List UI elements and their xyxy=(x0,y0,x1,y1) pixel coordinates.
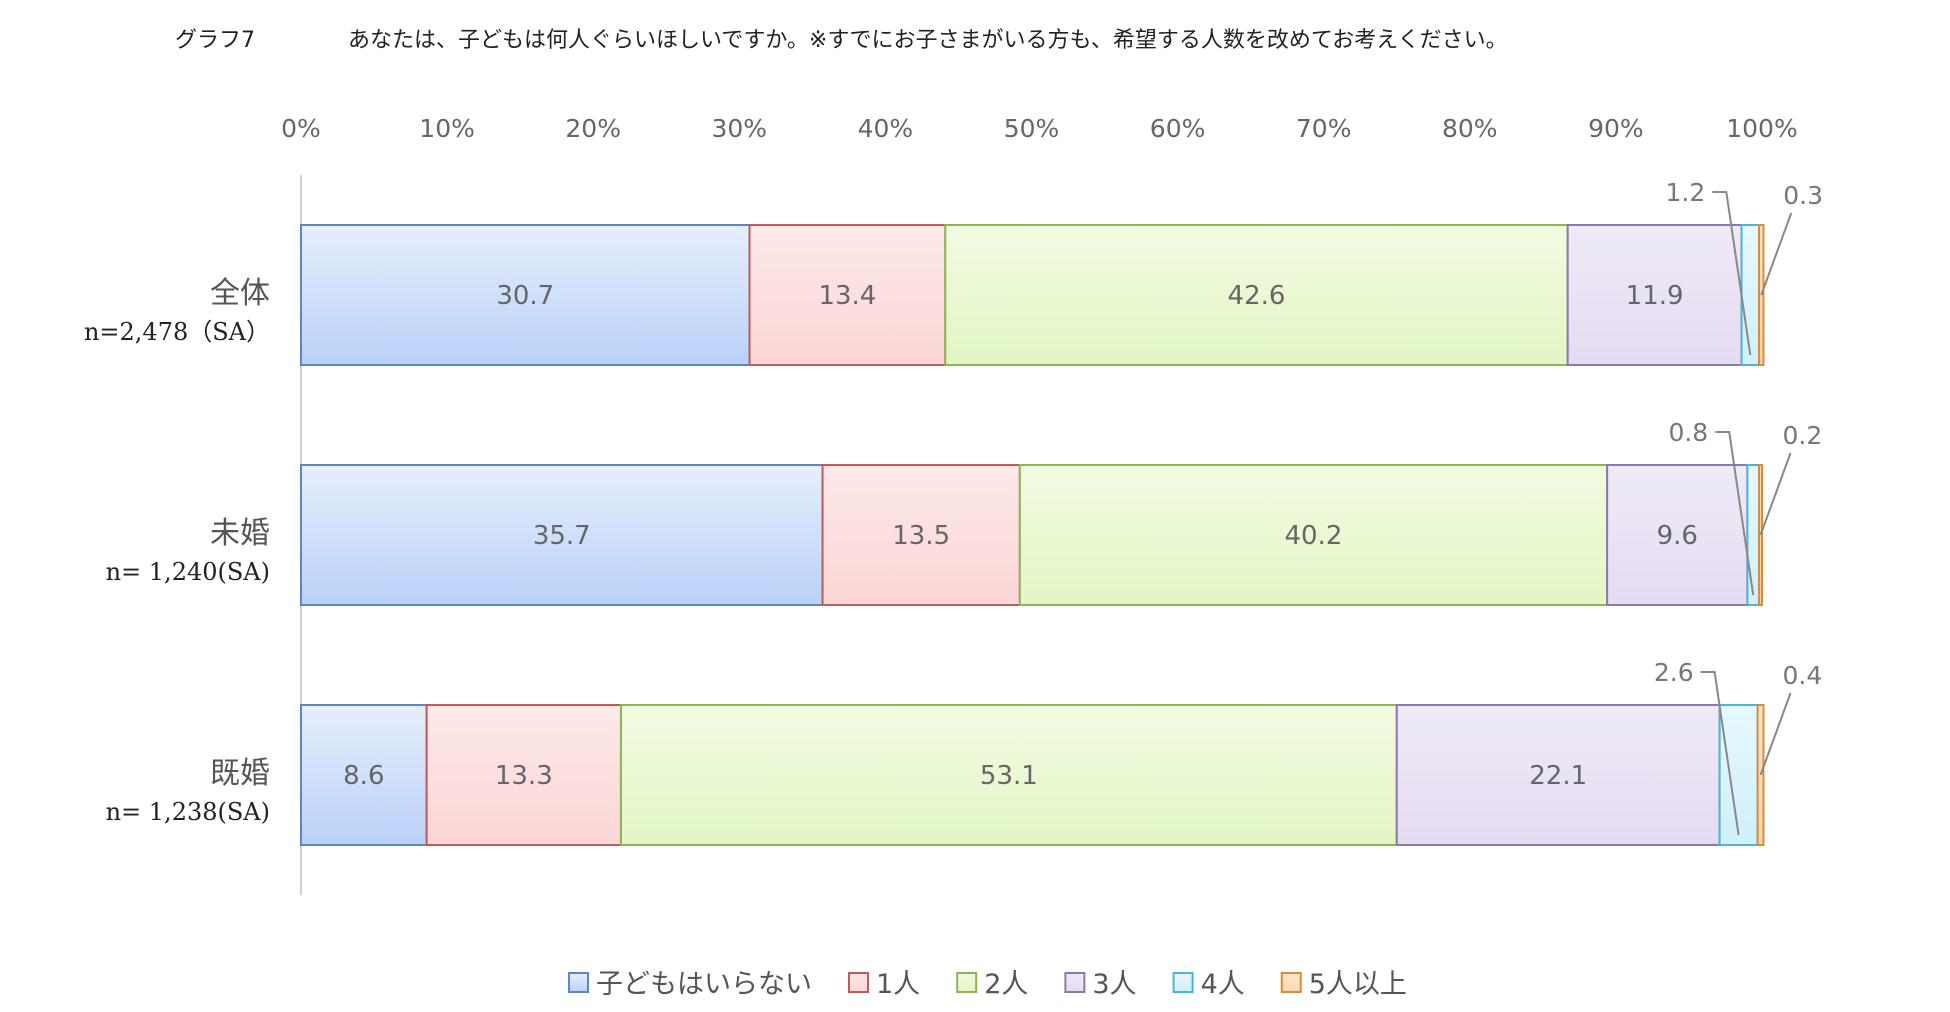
bar-segment xyxy=(619,704,1398,846)
x-tick-label: 0% xyxy=(281,114,321,143)
data-label: 42.6 xyxy=(1228,281,1286,311)
data-label: 0.2 xyxy=(1783,421,1823,450)
legend-swatch xyxy=(1280,972,1302,993)
legend-label: 3人 xyxy=(1092,969,1136,1000)
legend-swatch xyxy=(1172,972,1194,993)
data-label: 35.7 xyxy=(533,521,591,551)
data-label: 13.5 xyxy=(892,521,950,551)
graph-label: グラフ7 xyxy=(175,28,255,53)
bar-segment xyxy=(1566,224,1743,366)
data-label: 0.4 xyxy=(1783,661,1823,690)
legend: 子どもはいらない 1人 2人 3人 4人 5人以上 xyxy=(568,969,1407,1000)
legend-label: 1人 xyxy=(876,969,920,1000)
legend-item: 1人 xyxy=(848,969,920,1000)
data-label: 13.4 xyxy=(818,281,876,311)
data-label: 2.6 xyxy=(1654,658,1694,687)
data-label: 9.6 xyxy=(1657,521,1698,551)
data-label: 0.8 xyxy=(1668,418,1708,447)
x-tick-label: 50% xyxy=(1004,114,1060,143)
legend-swatch xyxy=(1064,972,1086,993)
legend-swatch xyxy=(848,972,869,993)
legend-item: 3人 xyxy=(1064,969,1137,1000)
x-axis-ticks: 0% 10% 20% 30% 40% 50% 60% 70% 80% 90% 100% xyxy=(281,114,1798,143)
bar-segment xyxy=(748,224,947,366)
leader-line xyxy=(1715,431,1755,596)
x-tick-label: 10% xyxy=(419,114,475,143)
data-label: 0.3 xyxy=(1783,181,1823,210)
sample-size-note: n=2,478（SA） xyxy=(84,318,270,346)
category-label: 既婚 xyxy=(210,756,270,791)
bar-segment xyxy=(821,464,1021,606)
legend-item: 5人以上 xyxy=(1280,969,1407,1000)
bar-segment xyxy=(1395,704,1721,846)
data-label: 22.1 xyxy=(1529,761,1587,791)
bar-segment xyxy=(1746,464,1761,606)
bar-segment xyxy=(1018,464,1609,606)
bar-segment xyxy=(300,704,428,846)
bar-segment xyxy=(944,224,1569,366)
bar-segment xyxy=(1740,224,1761,366)
bar-segment xyxy=(300,224,751,366)
x-tick-label: 100% xyxy=(1726,114,1797,143)
legend-label: 5人以上 xyxy=(1309,969,1407,1000)
leader-line xyxy=(1759,692,1792,776)
x-tick-label: 70% xyxy=(1296,114,1352,143)
data-label: 13.3 xyxy=(495,761,553,791)
leader-line xyxy=(1760,212,1793,296)
data-label: 40.2 xyxy=(1285,521,1343,551)
x-tick-label: 40% xyxy=(858,114,914,143)
bar-segment xyxy=(1718,704,1759,846)
legend-label: 4人 xyxy=(1201,969,1245,1000)
legend-item: 2人 xyxy=(956,969,1028,1000)
sample-size-note: n= 1,238(SA) xyxy=(106,798,270,826)
category-label: 全体 xyxy=(210,276,270,311)
bar-segment xyxy=(425,704,622,846)
data-label: 30.7 xyxy=(496,281,554,311)
legend-swatch xyxy=(956,972,978,993)
leader-line xyxy=(1712,191,1752,356)
chart-title: あなたは、子どもは何人ぐらいほしいですか。※すでにお子さまがいる方も、希望する人… xyxy=(348,28,1508,53)
leader-line xyxy=(1700,671,1740,836)
data-label: 1.2 xyxy=(1666,178,1706,207)
data-label: 11.9 xyxy=(1626,281,1684,311)
legend-item: 子どもはいらない xyxy=(568,969,812,1000)
x-tick-label: 30% xyxy=(712,114,768,143)
leader-line xyxy=(1759,452,1792,536)
data-label: 8.6 xyxy=(343,761,384,791)
legend-label: 子どもはいらない xyxy=(596,969,812,1000)
small-value-callouts: 1.2 0.3 0.8 0.2 2.6 0.4 xyxy=(1654,178,1823,836)
bar-segment xyxy=(300,464,824,606)
legend-item: 4人 xyxy=(1172,969,1245,1000)
legend-swatch xyxy=(568,972,589,993)
category-labels: 全体 n=2,478（SA） 未婚 n= 1,240(SA) 既婚 n= 1,238(SA… xyxy=(84,276,270,826)
legend-label: 2人 xyxy=(984,969,1028,1000)
x-tick-label: 80% xyxy=(1442,114,1498,143)
sample-size-note: n= 1,240(SA) xyxy=(106,558,270,586)
data-label: 53.1 xyxy=(980,761,1038,791)
x-tick-label: 20% xyxy=(565,114,621,143)
x-tick-label: 90% xyxy=(1588,114,1644,143)
bar-segment xyxy=(1606,464,1749,606)
x-tick-label: 60% xyxy=(1150,114,1206,143)
bars: 30.7 13.4 42.6 11.9 35.7 13.5 40.2 9.6 8.6 13.3 53… xyxy=(300,224,1765,846)
category-label: 未婚 xyxy=(210,516,270,551)
